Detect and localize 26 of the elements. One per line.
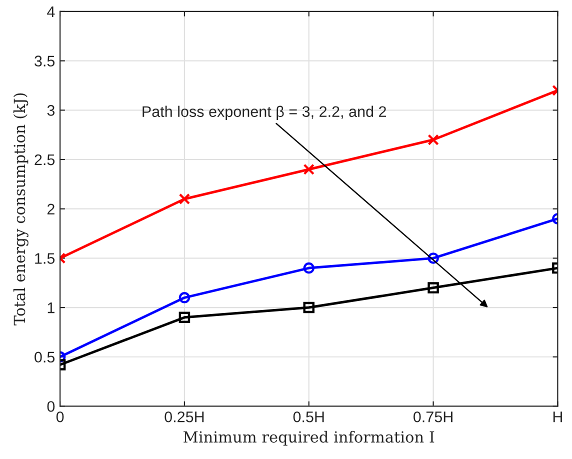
y-tick-label: 4 [47,6,55,18]
y-tick-label: 1 [48,302,54,314]
y-axis-title: Total energy consumption (kJ) [13,93,28,326]
y-tick-label: 2 [47,204,54,214]
x-tick-label: H [553,412,562,422]
y-tick-label: 3 [47,105,55,116]
point [178,312,190,324]
x-tick-label: 0 [56,411,64,422]
point [303,302,315,314]
point [178,193,190,205]
annotation: Path loss exponent β = 3, 2.2, and 2 [142,106,386,120]
point [303,262,315,274]
point [428,134,439,146]
point [178,292,190,304]
x-axis-title: Minimum required information I [184,430,434,446]
y-tick-label: 1.5 [35,253,55,264]
y-tick-label: 0.5 [34,352,55,363]
x-tick-label: 0.75H [414,411,452,422]
y-tick-label: 3.5 [34,56,55,67]
y-tick-label: 0 [47,401,55,412]
x-tick-label: 0.25H [164,411,204,422]
y-tick-label: 2.5 [34,154,55,166]
point [428,252,439,264]
point [303,164,315,175]
point [428,282,439,294]
x-tick-label: 0.5H [293,411,324,422]
